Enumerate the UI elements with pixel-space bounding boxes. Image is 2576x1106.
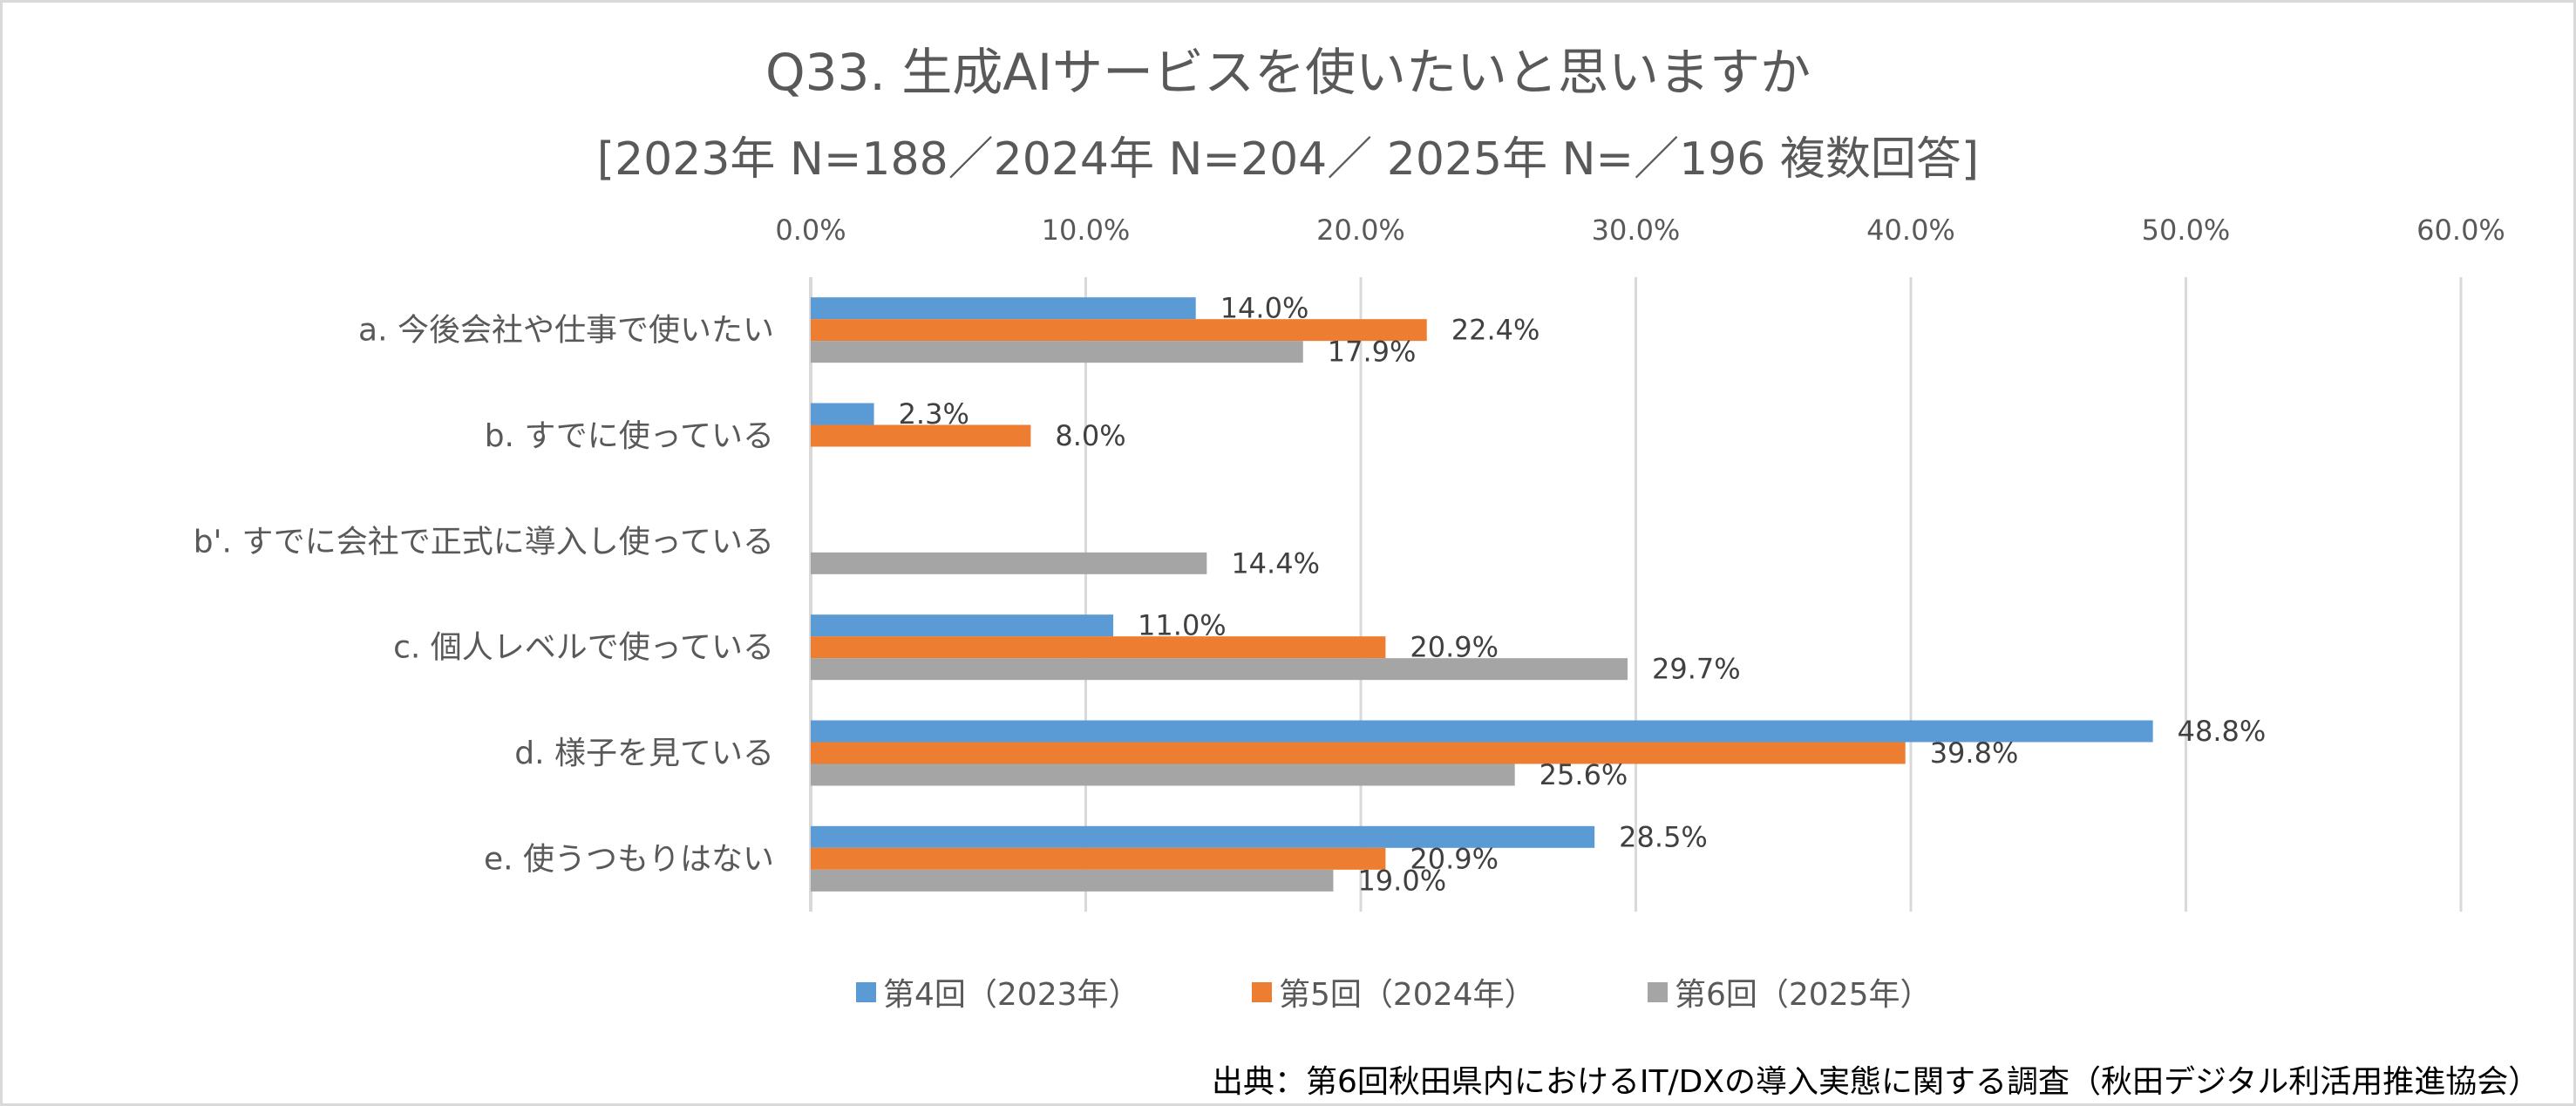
- data-label: 14.4%: [1231, 546, 1320, 580]
- data-label: 2.3%: [899, 397, 969, 431]
- legend-label-2023: 第4回（2023年）: [883, 977, 1140, 1013]
- bar: [811, 403, 874, 425]
- bar: [811, 614, 1114, 637]
- chart-subtitle: [2023年 N=188／2024年 N=204／ 2025年 N=／196 複…: [596, 133, 1980, 186]
- bar: [811, 825, 1595, 848]
- category-label: e. 使うつもりはない: [484, 841, 774, 877]
- legend: 第4回（2023年） 第5回（2024年） 第6回（2025年）: [0, 969, 2576, 1014]
- data-label: 20.9%: [1410, 842, 1499, 875]
- bar: [811, 424, 1031, 447]
- x-tick-label: 60.0%: [2416, 214, 2505, 247]
- data-label: 19.0%: [1357, 864, 1446, 897]
- legend-swatch-2024: [1252, 981, 1272, 1002]
- data-label: 48.8%: [2178, 715, 2267, 748]
- legend-swatch-2023: [856, 981, 876, 1002]
- x-tick-label: 50.0%: [2142, 214, 2231, 247]
- data-label: 17.9%: [1328, 336, 1417, 369]
- legend-swatch-2025: [1648, 981, 1668, 1002]
- data-labels: 14.0% 22.4% 17.9% 2.3% 8.0% 14.4%11.0% 20.9% 29…: [899, 292, 2267, 898]
- chart-title: Q33. 生成AIサービスを使いたいと思いますか: [765, 43, 1811, 102]
- data-label: 8.0%: [1055, 419, 1125, 452]
- data-label: 22.4%: [1451, 314, 1540, 347]
- bar: [811, 319, 1427, 342]
- x-tick-label: 30.0%: [1592, 214, 1681, 247]
- data-label: 14.0%: [1220, 292, 1309, 325]
- category-label: d. 様子を見ている: [514, 736, 774, 771]
- data-label: 20.9%: [1410, 631, 1499, 664]
- bar: [811, 742, 1906, 764]
- bar: [811, 341, 1303, 363]
- bar: [811, 636, 1386, 659]
- category-label: b'. すでに会社で正式に導入し使っている: [194, 524, 774, 560]
- bar: [811, 847, 1386, 870]
- category-labels: a. 今後会社や仕事で使いたい b. すでに使っている b'. すでに会社で正式に導…: [194, 313, 774, 878]
- data-label: 11.0%: [1138, 609, 1227, 642]
- source-citation: 出典：第6回秋田県内におけるIT/DXの導入実態に関する調査（秋田デジタル利活用…: [1212, 1064, 2540, 1100]
- bar: [811, 869, 1334, 892]
- bar: [811, 552, 1207, 574]
- data-label: 28.5%: [1619, 820, 1708, 853]
- bar: [811, 658, 1628, 681]
- legend-item-2024: 第5回（2024年）: [1252, 969, 1536, 1014]
- legend-label-2024: 第5回（2024年）: [1279, 977, 1536, 1013]
- x-axis-tick-labels: 0.0% 10.0% 20.0% 30.0% 40.0% 50.0% 60.0%: [775, 214, 2505, 247]
- legend-label-2025: 第6回（2025年）: [1675, 977, 1932, 1013]
- legend-item-2025: 第6回（2025年）: [1648, 969, 1932, 1014]
- bar: [811, 297, 1196, 320]
- x-tick-label: 10.0%: [1042, 214, 1131, 247]
- x-tick-label: 20.0%: [1316, 214, 1405, 247]
- category-label: b. すでに使っている: [485, 418, 774, 454]
- bars: [811, 297, 2153, 892]
- category-label: c. 個人レベルで使っている: [393, 630, 774, 666]
- bar: [811, 763, 1515, 786]
- gridlines: [809, 277, 2463, 912]
- bar: [811, 720, 2153, 743]
- category-label: a. 今後会社や仕事で使いたい: [358, 313, 774, 349]
- data-label: 25.6%: [1539, 758, 1628, 791]
- data-label: 29.7%: [1652, 653, 1741, 686]
- x-tick-label: 0.0%: [775, 214, 846, 247]
- data-label: 39.8%: [1930, 736, 2019, 770]
- x-tick-label: 40.0%: [1866, 214, 1955, 247]
- legend-item-2023: 第4回（2023年）: [856, 969, 1140, 1014]
